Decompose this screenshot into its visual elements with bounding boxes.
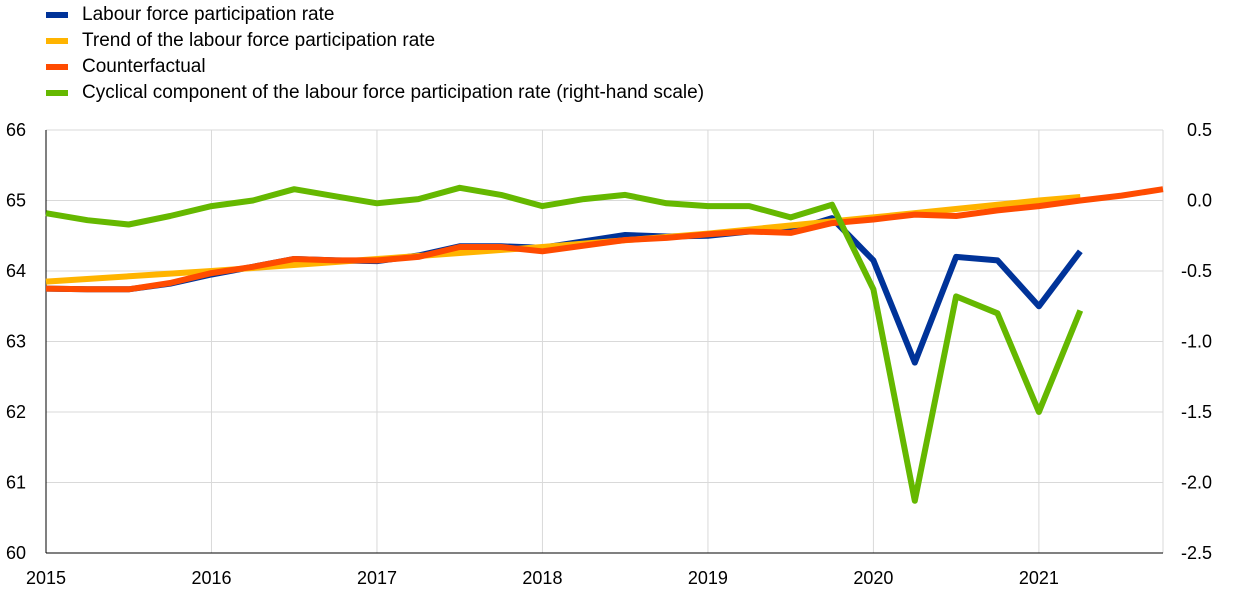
y-left-tick-label: 65 — [6, 191, 26, 211]
gridlines — [45, 129, 1164, 554]
y-right-tick-labels: 0.5 0.0 -0.5 -1.0 -1.5 -2.0 -2.5 — [1181, 120, 1212, 563]
y-left-tick-label: 60 — [6, 543, 26, 563]
legend-swatch — [46, 64, 68, 70]
y-right-tick-label: -1.0 — [1181, 332, 1212, 352]
series-line-4 — [45, 184, 1084, 504]
y-right-tick-label: 0.5 — [1187, 120, 1212, 140]
legend-label: Trend of the labour force participation … — [82, 30, 436, 51]
y-left-tick-label: 66 — [6, 120, 26, 140]
axes — [45, 130, 1163, 554]
x-tick-labels: 2015 2016 2017 2018 2019 2020 2021 — [26, 568, 1059, 588]
legend-label: Labour force participation rate — [82, 4, 335, 25]
y-left-tick-label: 62 — [6, 402, 26, 422]
y-right-tick-label: -2.0 — [1181, 473, 1212, 493]
y-left-tick-label: 64 — [6, 261, 26, 281]
x-tick-label: 2019 — [688, 568, 728, 588]
series-lines — [45, 184, 1164, 504]
x-tick-label: 2021 — [1019, 568, 1059, 588]
x-tick-label: 2018 — [522, 568, 562, 588]
y-right-tick-label: 0.0 — [1187, 191, 1212, 211]
series-line-1 — [45, 215, 1083, 366]
x-tick-label: 2015 — [26, 568, 66, 588]
legend-label: Cyclical component of the labour force p… — [82, 82, 705, 103]
x-tick-label: 2017 — [357, 568, 397, 588]
legend-swatch — [46, 90, 68, 96]
legend-swatch — [46, 38, 68, 44]
x-tick-label: 2016 — [191, 568, 231, 588]
y-left-tick-label: 61 — [6, 473, 26, 493]
y-right-tick-label: -1.5 — [1181, 402, 1212, 422]
y-left-tick-label: 63 — [6, 332, 26, 352]
y-left-tick-labels: 66 65 64 63 62 61 60 — [6, 120, 26, 563]
x-tick-label: 2020 — [853, 568, 893, 588]
y-right-tick-label: -0.5 — [1181, 261, 1212, 281]
y-right-tick-label: -2.5 — [1181, 543, 1212, 563]
series-line-3 — [45, 186, 1164, 293]
legend-swatch — [46, 12, 68, 18]
legend-label: Counterfactual — [82, 56, 206, 77]
